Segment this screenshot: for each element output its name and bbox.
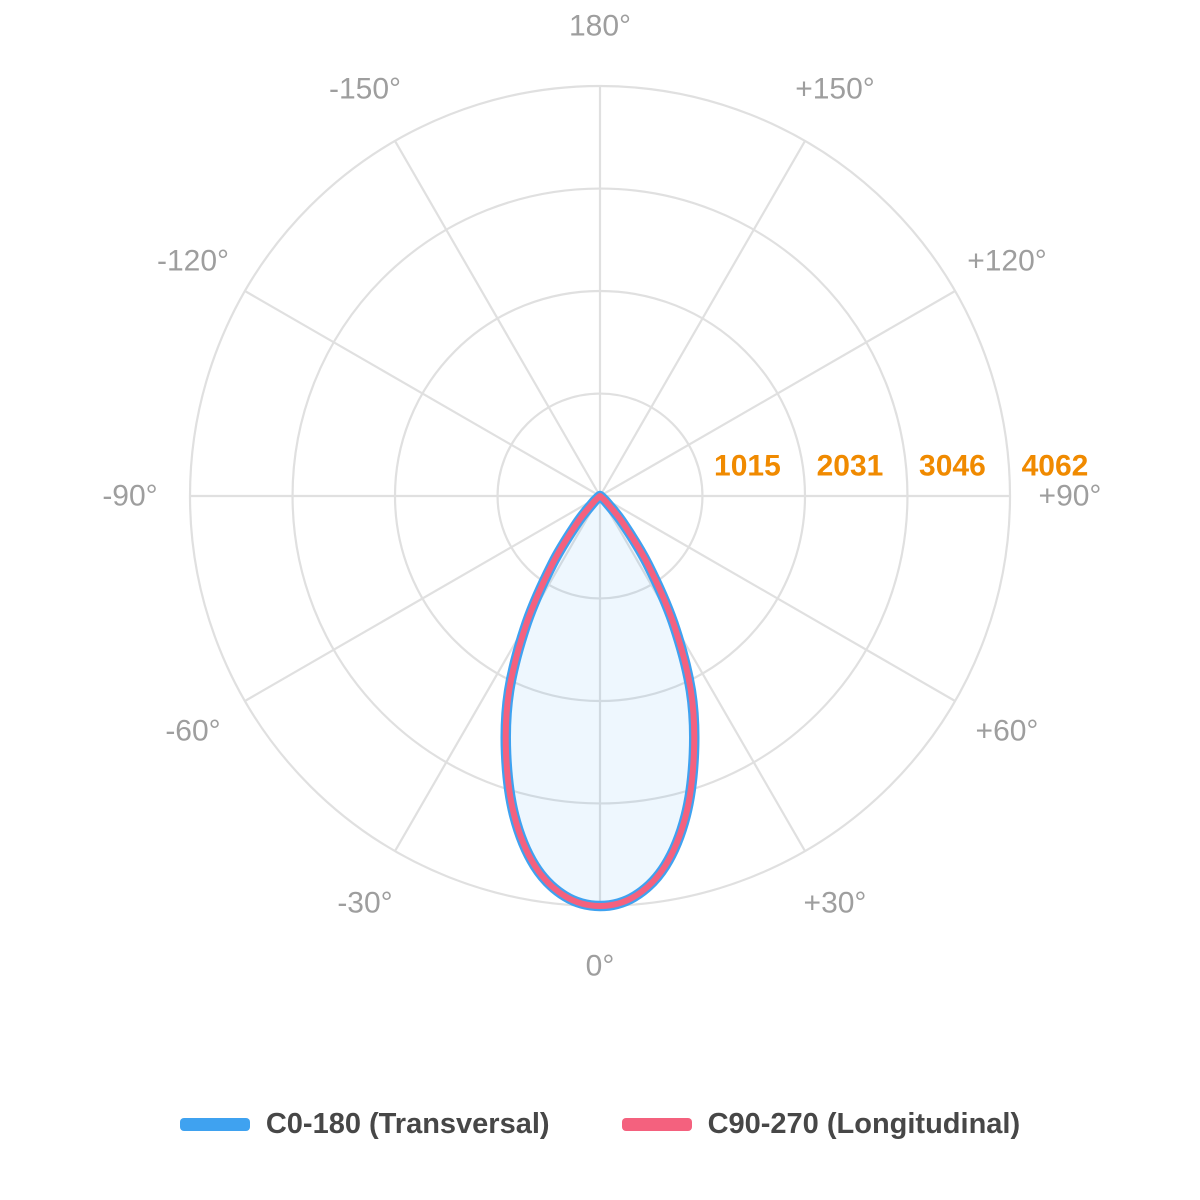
angle-label: -30°	[337, 887, 392, 920]
legend-item-c90-270[interactable]: C90-270 (Longitudinal)	[621, 1107, 1021, 1141]
radial-tick-label: 3046	[919, 450, 986, 483]
angle-label: +90°	[1039, 480, 1102, 513]
angle-label: 180°	[569, 10, 631, 43]
angle-label: +30°	[804, 887, 867, 920]
legend-label-c0-180: C0-180 (Transversal)	[265, 1107, 550, 1140]
polar-chart-svg: 180° -150° +150° -120° +120° -90° +90° -60° +60°…	[102, 10, 1102, 983]
grid-spoke	[244, 495, 601, 702]
grid-spoke	[244, 290, 601, 497]
angle-label: -150°	[329, 73, 401, 106]
legend-swatch-c0-180	[179, 1117, 250, 1131]
grid-spoke	[394, 140, 601, 497]
angle-label: -90°	[102, 480, 157, 513]
legend-label-c90-270: C90-270 (Longitudinal)	[707, 1107, 1021, 1140]
angle-label: +60°	[976, 715, 1039, 748]
angle-label: 0°	[586, 950, 615, 983]
grid-spoke	[599, 495, 806, 852]
grid-spoke	[599, 495, 956, 702]
radial-tick-label: 4062	[1022, 450, 1089, 483]
radial-tick-label: 1015	[714, 450, 781, 483]
grid-spoke	[599, 290, 956, 497]
series-curve-c90-270	[502, 493, 698, 909]
radial-tick-label: 2031	[817, 450, 884, 483]
legend-item-c0-180[interactable]: C0-180 (Transversal)	[179, 1107, 550, 1141]
angle-label: +150°	[795, 73, 875, 106]
angle-label: -60°	[165, 715, 220, 748]
grid-spoke	[599, 140, 806, 497]
legend-swatch-c90-270	[621, 1117, 692, 1131]
angle-label: +120°	[967, 245, 1047, 278]
grid-spoke	[394, 495, 601, 852]
series-curve-c0-180	[500, 490, 700, 912]
chart-legend: C0-180 (Transversal) C90-270 (Longitudin…	[0, 1100, 1200, 1148]
angle-label: -120°	[157, 245, 229, 278]
